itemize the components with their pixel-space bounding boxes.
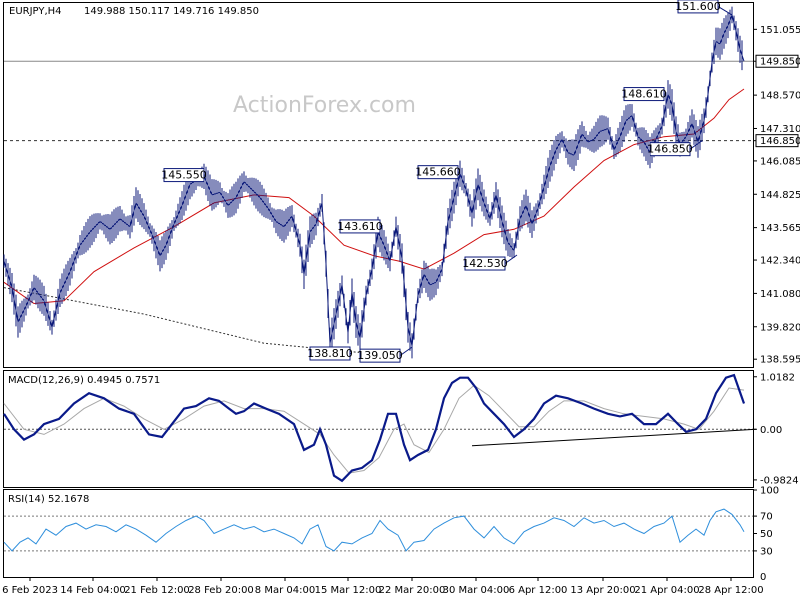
time-axis-label: 6 Feb 2023 <box>2 585 58 596</box>
price-label-text: 142.530 <box>462 257 508 270</box>
rsi-title: RSI(14) 52.1678 <box>8 494 89 505</box>
price-label-box <box>339 219 381 234</box>
price-axis-label-box <box>755 134 799 148</box>
time-axis-label: 21 Feb 12:00 <box>124 585 190 596</box>
price-label-box <box>359 348 401 363</box>
time-axis-label: 14 Feb 04:00 <box>60 585 126 596</box>
price-label-146.850: 146.850 <box>647 140 703 157</box>
ohlc-readout: 149.988 150.117 149.716 149.850 <box>84 6 259 17</box>
price-label-text: 151.600 <box>675 0 721 13</box>
time-axis-label: 28 Feb 20:00 <box>188 585 254 596</box>
symbol-header: EURJPY,H4 <box>9 6 62 17</box>
price-axis-label-box <box>755 54 799 68</box>
price-axis-label: 146.085 <box>760 156 800 167</box>
price-label-148.610: 148.610 <box>621 87 667 102</box>
price-label-142.530: 142.530 <box>462 254 518 271</box>
rsi-axis-label: 0 <box>760 572 766 583</box>
price-axis-label: 139.820 <box>760 322 800 333</box>
price-label-text: 143.610 <box>337 220 383 233</box>
time-axis-label: 22 Mar 20:00 <box>379 585 446 596</box>
price-label-text: 138.810 <box>307 347 353 360</box>
price-axis-label: 151.055 <box>760 25 800 36</box>
moving-average-line <box>3 88 745 305</box>
price-line <box>3 13 745 346</box>
price-axis-label: 142.340 <box>760 256 800 267</box>
price-axis-label: 143.565 <box>760 223 800 234</box>
price-label-box <box>464 256 506 271</box>
price-label-145.550: 145.550 <box>161 168 207 183</box>
time-axis-label: 28 Apr 12:00 <box>698 585 763 596</box>
price-label-139.050: 139.050 <box>357 346 413 363</box>
price-label-138.810: 138.810 <box>307 346 353 361</box>
time-axis-label: 13 Apr 20:00 <box>570 585 635 596</box>
time-axis-label: 30 Mar 04:00 <box>443 585 510 596</box>
price-axis-label: 146.850 <box>760 136 800 147</box>
rsi-axis-label: 30 <box>760 546 773 557</box>
macd-title: MACD(12,26,9) 0.4945 0.7571 <box>8 375 160 386</box>
rsi-axis-label: 100 <box>760 486 779 497</box>
price-label-text: 139.050 <box>357 349 403 362</box>
price-label-text: 145.660 <box>415 166 461 179</box>
price-bars <box>3 6 743 359</box>
macd-axis-label: -0.9824 <box>760 475 799 486</box>
price-label-text: 145.550 <box>161 169 207 182</box>
rsi-panel-frame <box>3 489 754 578</box>
time-axis-label: 15 Mar 12:00 <box>315 585 382 596</box>
time-axis-label: 8 Mar 04:00 <box>255 585 315 596</box>
price-label-box <box>309 346 351 361</box>
macd-line <box>3 373 746 483</box>
price-axis-label: 138.595 <box>760 355 800 366</box>
price-axis-label: 149.850 <box>760 57 800 68</box>
price-label-143.610: 143.610 <box>337 219 383 234</box>
price-label-text: 148.610 <box>621 88 667 101</box>
price-label-text: 146.850 <box>647 143 693 156</box>
price-label-145.660: 145.660 <box>415 165 461 180</box>
time-axis-label: 21 Apr 04:00 <box>634 585 699 596</box>
price-label-box <box>623 87 665 102</box>
price-label-box <box>417 165 459 180</box>
price-axis-label: 148.570 <box>760 91 800 102</box>
price-label-box <box>677 0 719 14</box>
watermark: ActionForex.com <box>233 93 416 118</box>
rsi-line <box>3 508 745 552</box>
price-axis-label: 144.825 <box>760 190 800 201</box>
macd-axis-label: 0.00 <box>760 425 782 436</box>
macd-trendline <box>471 428 757 447</box>
price-axis-label: 147.310 <box>760 124 800 135</box>
price-axis-label: 141.080 <box>760 289 800 300</box>
price-label-box <box>163 168 205 183</box>
rsi-axis-label: 70 <box>760 512 773 523</box>
rsi-axis-label: 50 <box>760 529 773 540</box>
price-trendline <box>3 287 360 353</box>
price-label-box <box>649 142 691 157</box>
price-panel-frame <box>3 2 754 368</box>
time-axis-label: 6 Apr 12:00 <box>509 585 568 596</box>
price-label-151.600: 151.600 <box>675 0 733 16</box>
macd-axis-label: 1.0182 <box>760 372 795 383</box>
